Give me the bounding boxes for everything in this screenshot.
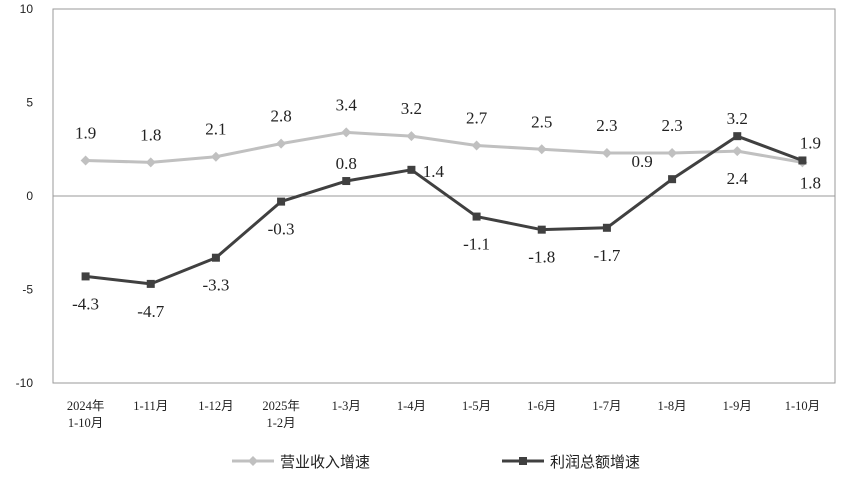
data-point-marker	[668, 175, 677, 184]
data-label-revenue: 2.3	[596, 116, 617, 135]
data-label-revenue: 2.1	[205, 120, 226, 139]
series-line-1	[85, 134, 803, 286]
x-tick-label: 1-12月	[198, 399, 233, 413]
data-point-marker	[80, 155, 91, 166]
data-point-marker	[276, 138, 287, 149]
data-label-profit: -4.7	[137, 302, 164, 321]
data-label-profit: -1.8	[528, 248, 555, 267]
y-tick-label: 5	[26, 96, 33, 110]
series-layer	[80, 127, 808, 288]
x-tick-label: 1-7月	[592, 399, 621, 413]
data-label-revenue: 1.8	[800, 173, 821, 192]
legend-marker-1	[519, 457, 527, 465]
y-tick-label: 10	[20, 2, 34, 16]
data-point-marker	[732, 146, 743, 157]
data-label-profit: -1.7	[593, 246, 620, 265]
data-label-profit: 1.9	[800, 133, 821, 152]
data-point-marker	[798, 156, 807, 165]
data-label-profit: 1.4	[423, 162, 445, 181]
data-point-marker	[210, 151, 221, 162]
data-label-profit: 0.9	[631, 152, 652, 171]
data-point-marker	[211, 253, 220, 262]
data-point-marker	[407, 165, 416, 174]
y-tick-label: 0	[26, 189, 33, 203]
legend-marker-0	[248, 456, 258, 466]
x-tick-label: 1-2月	[266, 416, 295, 430]
data-label-revenue: 1.9	[75, 123, 96, 142]
data-label-revenue: 2.7	[466, 109, 488, 128]
data-point-marker	[146, 279, 155, 288]
series-line-0	[85, 130, 803, 164]
x-tick-label: 1-8月	[657, 399, 686, 413]
data-point-marker	[145, 157, 156, 168]
y-tick-label: -5	[22, 283, 33, 297]
data-point-marker	[81, 272, 90, 281]
x-tick-label: 1-4月	[397, 399, 426, 413]
x-axis: 2024年 1-10月 1-11月 1-12月 2025年 1-2月 1-3月 1-4月 1-5…	[67, 399, 820, 430]
data-label-revenue: 2.3	[661, 116, 682, 135]
data-label-revenue: 3.4	[336, 95, 358, 114]
data-point-marker	[342, 177, 351, 186]
legend-label-0: 营业收入增速	[280, 453, 370, 471]
data-point-marker	[601, 147, 612, 158]
x-tick-label: 1-9月	[723, 399, 752, 413]
data-point-marker	[536, 144, 547, 155]
data-label-profit: -4.3	[72, 294, 99, 313]
y-tick-label: -10	[16, 376, 34, 390]
data-label-revenue: 1.8	[140, 125, 161, 144]
data-label-profit: 0.8	[336, 154, 357, 173]
x-tick-label: 1-10月	[68, 416, 103, 430]
data-point-marker	[602, 223, 611, 232]
data-labels: 1.9 1.8 2.1 2.8 3.4 3.2 2.7 2.5 2.3 2.3 2.4 1.8 -4.3…	[72, 95, 821, 320]
data-label-revenue: 2.4	[727, 169, 749, 188]
data-point-marker	[537, 225, 546, 234]
data-label-revenue: 3.2	[401, 99, 422, 118]
x-tick-label: 1-11月	[133, 399, 168, 413]
data-label-profit: -3.3	[202, 276, 229, 295]
data-point-marker	[733, 132, 742, 141]
data-point-marker	[406, 131, 417, 142]
data-point-marker	[277, 197, 286, 206]
data-point-marker	[667, 147, 678, 158]
y-axis: 10 5 0 -5 -10	[16, 2, 34, 390]
data-point-marker	[471, 140, 482, 151]
x-tick-label: 1-10月	[785, 399, 820, 413]
data-label-profit: 3.2	[727, 109, 748, 128]
legend: 营业收入增速 利润总额增速	[232, 453, 640, 471]
data-label-profit: -0.3	[268, 220, 295, 239]
x-tick-label: 1-3月	[332, 399, 361, 413]
x-tick-label: 1-5月	[462, 399, 491, 413]
data-label-revenue: 2.8	[270, 107, 291, 126]
legend-label-1: 利润总额增速	[550, 453, 640, 471]
x-tick-label: 2025年	[262, 399, 300, 413]
data-label-profit: -1.1	[463, 235, 490, 254]
data-label-revenue: 2.5	[531, 112, 552, 131]
x-tick-label: 2024年	[67, 399, 105, 413]
data-point-marker	[341, 127, 352, 138]
data-point-marker	[472, 212, 481, 221]
x-tick-label: 1-6月	[527, 399, 556, 413]
